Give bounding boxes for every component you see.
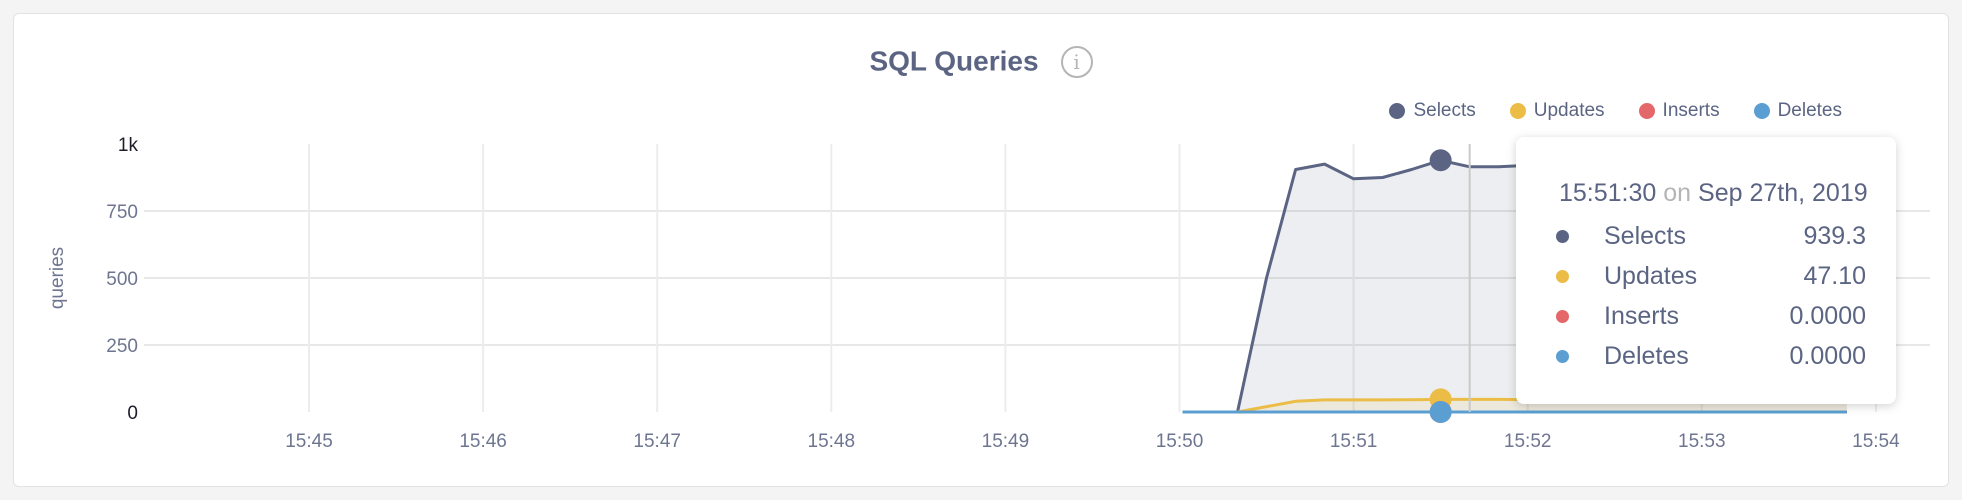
tooltip-row-deletes: Deletes 0.0000	[1556, 341, 1866, 371]
legend-item-inserts[interactable]: Inserts	[1638, 100, 1720, 122]
legend-item-updates[interactable]: Updates	[1509, 100, 1605, 122]
y-axis-label: queries	[47, 247, 68, 309]
tooltip-series-name: Selects	[1604, 221, 1686, 250]
y-tick-label: 250	[106, 336, 138, 357]
legend: Selects Updates Inserts Deletes	[1389, 100, 1842, 122]
legend-label: Deletes	[1777, 100, 1842, 121]
tooltip-time: 15:51:30	[1559, 179, 1657, 207]
tooltip-series-name: Updates	[1604, 261, 1698, 290]
x-tick-label: 15:54	[1852, 431, 1900, 452]
tooltip-on: on	[1663, 179, 1692, 207]
x-tick-label: 15:49	[982, 431, 1030, 452]
tooltip: 15:51:30 on Sep 27th, 2019 Selects 939.3 …	[1516, 137, 1896, 404]
tooltip-series-value: 0.0000	[1789, 341, 1866, 370]
series-dot-icon	[1556, 309, 1569, 323]
x-tick-label: 15:46	[459, 431, 507, 452]
legend-dot-icon	[1509, 103, 1526, 119]
y-tick-label: 1k	[118, 135, 139, 156]
legend-dot-icon	[1753, 103, 1770, 119]
legend-label: Inserts	[1662, 100, 1720, 121]
x-tick-label: 15:45	[285, 431, 333, 452]
tooltip-row-inserts: Inserts 0.0000	[1556, 301, 1866, 331]
chart-header: SQL Queries i	[0, 44, 1962, 78]
y-tick-label: 0	[127, 403, 138, 424]
series-dot-icon	[1556, 229, 1569, 243]
legend-label: Selects	[1413, 100, 1476, 121]
x-tick-label: 15:50	[1156, 431, 1204, 452]
y-tick-label: 750	[106, 202, 138, 223]
legend-label: Updates	[1533, 100, 1605, 121]
x-tick-label: 15:51	[1330, 431, 1378, 452]
series-dot-icon	[1556, 349, 1569, 363]
tooltip-series-value: 939.3	[1803, 221, 1866, 250]
hover-marker-selects	[1429, 149, 1452, 172]
tooltip-series-value: 0.0000	[1789, 301, 1866, 330]
legend-item-deletes[interactable]: Deletes	[1753, 100, 1842, 122]
tooltip-date: Sep 27th, 2019	[1698, 179, 1868, 207]
tooltip-series-value: 47.10	[1803, 261, 1866, 290]
tooltip-series-name: Deletes	[1604, 341, 1689, 370]
info-icon[interactable]: i	[1060, 45, 1093, 78]
y-tick-label: 500	[106, 269, 138, 290]
tooltip-series-name: Inserts	[1604, 301, 1680, 330]
legend-dot-icon	[1638, 103, 1655, 119]
hover-marker-deletes	[1429, 401, 1452, 423]
series-dot-icon	[1556, 269, 1569, 283]
x-tick-label: 15:53	[1678, 431, 1726, 452]
tooltip-header: 15:51:30 on Sep 27th, 2019	[1559, 179, 1868, 208]
x-tick-label: 15:48	[808, 431, 856, 452]
chart-title: SQL Queries	[869, 45, 1039, 77]
tooltip-row-updates: Updates 47.10	[1556, 261, 1866, 291]
x-tick-label: 15:52	[1504, 431, 1552, 452]
x-tick-label: 15:47	[633, 431, 681, 452]
legend-dot-icon	[1389, 103, 1406, 119]
legend-item-selects[interactable]: Selects	[1389, 100, 1476, 122]
tooltip-row-selects: Selects 939.3	[1556, 221, 1866, 251]
